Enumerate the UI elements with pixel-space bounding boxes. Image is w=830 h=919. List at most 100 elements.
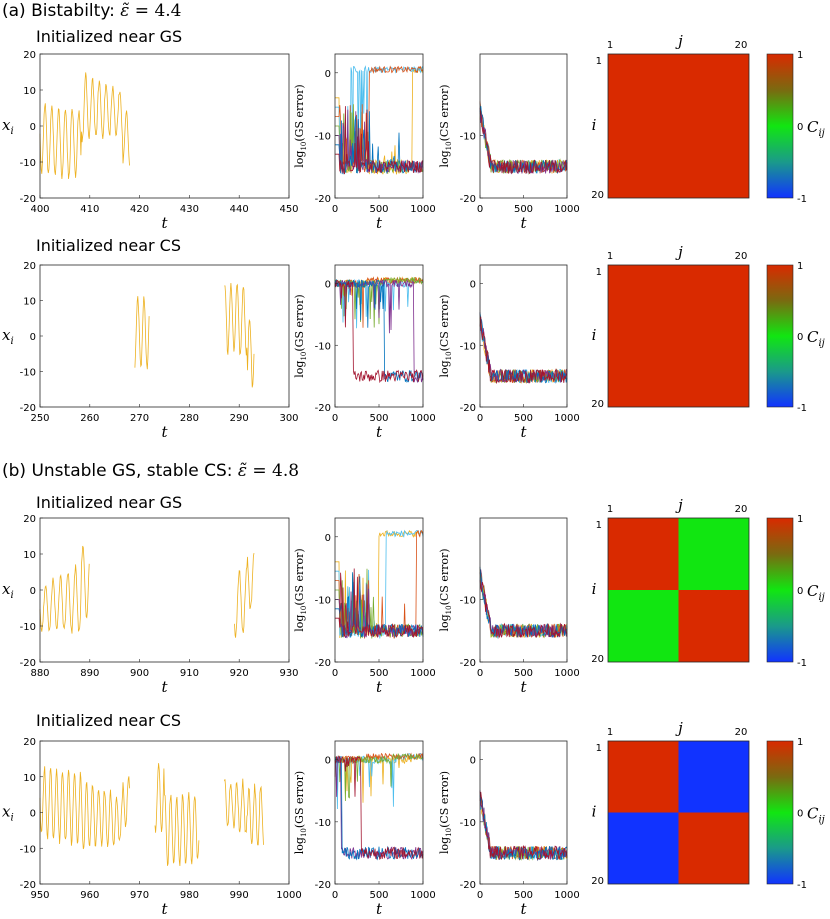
error-trace — [479, 580, 568, 639]
colorbar — [766, 517, 794, 663]
x-tick-label: 1000 — [554, 204, 579, 215]
plot-frame — [39, 740, 290, 885]
gs-error-panel: 0 500 1000 0 -10 -20 t log10(GS error) — [293, 276, 436, 441]
j-axis-label: j — [675, 496, 683, 514]
correlation-matrix-panel: 1 20 j 1 20 i 1 0 -1 Cij — [591, 496, 825, 669]
plot-frame — [479, 264, 568, 408]
matrix-block — [608, 265, 749, 407]
y-tick-label: -10 — [20, 844, 36, 855]
i-tick-label: 20 — [591, 399, 604, 410]
x-tick-label: 1000 — [276, 890, 301, 901]
colorbar-tick-label: -1 — [797, 403, 807, 414]
x-tick-label: 0 — [477, 204, 483, 215]
y-tick-label: 0 — [470, 756, 476, 767]
y-axis-label: log10(CS error) — [438, 771, 453, 854]
error-trace — [479, 107, 568, 175]
matrix-frame — [607, 517, 750, 663]
j-tick-label: 20 — [735, 251, 748, 262]
x-tick-label: 0 — [477, 890, 483, 901]
gs-error-panel: 0 500 1000 0 -10 -20 t log10(GS error) — [293, 65, 436, 232]
x-tick-label: 260 — [80, 413, 99, 424]
timeseries-panel: Initialized near GS 400 410 420 430 440 450 20 1… — [2, 27, 299, 232]
i-axis-label: i — [592, 803, 597, 821]
y-tick-label: -10 — [460, 131, 476, 142]
j-axis-label: j — [675, 243, 683, 261]
x-tick-label: 410 — [80, 204, 99, 215]
i-tick-label: 1 — [596, 56, 602, 67]
j-tick-label: 1 — [607, 40, 613, 51]
i-axis-label: i — [592, 580, 597, 598]
x-tick-label: 500 — [514, 668, 533, 679]
y-tick-label: 0 — [325, 533, 331, 544]
section-title: (b) Unstable GS, stable CS: ε̃ = 4.8 — [2, 461, 299, 481]
x-tick-label: 990 — [230, 890, 249, 901]
matrix-block — [608, 590, 679, 662]
i-axis-label: i — [592, 326, 597, 344]
y-axis-label: log10(GS error) — [293, 548, 308, 631]
x-tick-label: 920 — [230, 668, 249, 679]
i-tick-label: 1 — [596, 743, 602, 754]
y-tick-label: 10 — [23, 86, 36, 97]
y-tick-label: 20 — [23, 50, 36, 61]
j-tick-label: 1 — [607, 251, 613, 262]
i-tick-label: 20 — [591, 876, 604, 887]
plot-frame — [334, 264, 424, 408]
x-axis-label: t — [520, 900, 527, 918]
x-tick-label: 960 — [80, 890, 99, 901]
x-tick-label: 0 — [332, 413, 338, 424]
y-axis-label: xi — [2, 116, 14, 137]
x-tick-label: 970 — [130, 890, 149, 901]
x-tick-label: 430 — [180, 204, 199, 215]
x-axis-label: t — [376, 214, 383, 232]
x-axis-label: t — [520, 214, 527, 232]
x-axis-label: t — [376, 678, 383, 696]
plot-frame — [39, 517, 290, 663]
colorbar-label: Cij — [807, 582, 825, 603]
y-tick-label: -20 — [460, 880, 476, 891]
x-tick-label: 400 — [30, 204, 49, 215]
j-tick-label: 1 — [607, 727, 613, 738]
y-tick-label: -20 — [315, 194, 331, 205]
x-tick-label: 0 — [332, 668, 338, 679]
timeseries-panel: Initialized near GS 880 890 900 910 920 930 20 1… — [2, 493, 299, 696]
y-tick-label: -20 — [20, 658, 36, 669]
y-axis-label: log10(CS error) — [438, 294, 453, 377]
error-trace — [479, 312, 568, 384]
colorbar-tick-label: 0 — [797, 809, 803, 820]
matrix-block — [678, 518, 749, 590]
x-tick-label: 1000 — [410, 204, 435, 215]
y-tick-label: -10 — [460, 818, 476, 829]
y-axis-label: log10(GS error) — [293, 294, 308, 377]
y-tick-label: -20 — [20, 880, 36, 891]
plot-frame — [479, 517, 568, 663]
y-axis-label: log10(GS error) — [293, 771, 308, 854]
x-axis-label: t — [161, 678, 168, 696]
error-trace — [334, 755, 424, 860]
y-tick-label: -20 — [460, 194, 476, 205]
correlation-matrix-panel: 1 20 j 1 20 i 1 0 -1 Cij — [591, 719, 825, 891]
plot-frame — [39, 53, 290, 199]
series-line-orange — [39, 72, 130, 180]
y-axis-label: log10(CS error) — [438, 84, 453, 167]
x-tick-label: 1000 — [554, 668, 579, 679]
i-axis-label: i — [592, 116, 597, 134]
j-tick-label: 20 — [735, 727, 748, 738]
y-tick-label: -10 — [315, 818, 331, 829]
y-tick-label: 10 — [23, 550, 36, 561]
x-axis-label: t — [520, 678, 527, 696]
x-tick-label: 500 — [514, 413, 533, 424]
matrix-block — [608, 741, 679, 813]
y-tick-label: 10 — [23, 773, 36, 784]
colorbar-label: Cij — [807, 328, 825, 349]
y-tick-label: 0 — [325, 280, 331, 291]
timeseries-panel: Initialized near CS 250 260 270 280 290 300 20 1… — [2, 236, 299, 441]
cs-error-panel: 0 500 1000 0 -10 -20 t log10(CS error) — [438, 756, 580, 918]
colorbar-tick-label: 0 — [797, 332, 803, 343]
x-tick-label: 0 — [332, 204, 338, 215]
y-tick-label: 20 — [23, 514, 36, 525]
error-trace — [334, 279, 424, 384]
x-tick-label: 890 — [80, 668, 99, 679]
y-tick-label: -10 — [460, 341, 476, 352]
x-tick-label: 930 — [279, 668, 298, 679]
matrix-frame — [607, 53, 750, 199]
